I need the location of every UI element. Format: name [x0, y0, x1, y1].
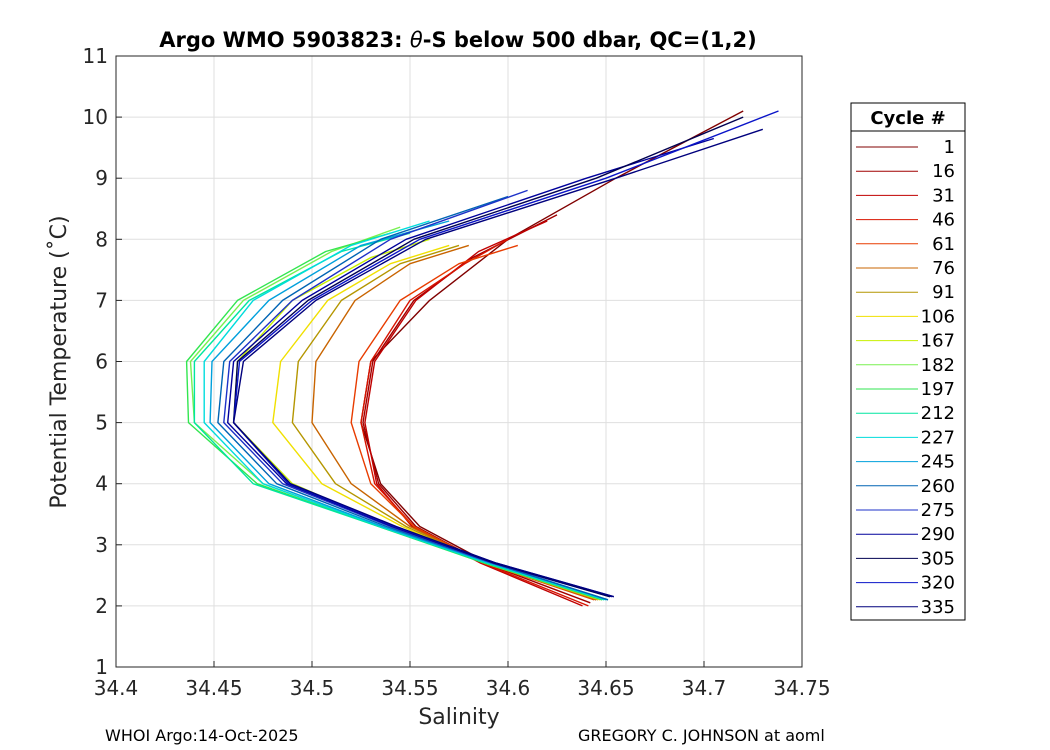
y-tick-label: 1	[95, 655, 108, 679]
x-axis-title: Salinity	[418, 705, 499, 730]
y-axis-title: Potential Temperature (˚C)	[47, 215, 72, 508]
series-lines	[185, 110, 779, 607]
y-tick-label: 3	[95, 533, 108, 557]
legend-label-cycle-76: 76	[932, 258, 955, 279]
y-tick-label: 5	[95, 411, 108, 435]
x-tick-label: 34.5	[290, 676, 335, 700]
y-tick-label: 9	[95, 166, 108, 190]
chart-title: Argo WMO 5903823: θ-S below 500 dbar, QC…	[159, 28, 756, 52]
x-tick-label: 34.7	[682, 676, 727, 700]
legend-entries: 1 16 31 46 61 76 91 106 167 182 197 212 227 245 260 275…	[856, 137, 955, 618]
y-tick-label: 7	[95, 288, 108, 312]
x-tick-label: 34.45	[185, 676, 242, 700]
legend-label-cycle-31: 31	[932, 185, 955, 206]
legend-label-cycle-16: 16	[932, 161, 955, 182]
y-tick-label: 10	[83, 105, 108, 129]
x-tick-label: 34.6	[486, 676, 531, 700]
grid	[116, 56, 802, 667]
legend: Cycle # 1 16 31 46 61 76 91 106 167 182 197 212 227 2…	[850, 102, 966, 621]
legend-label-cycle-106: 106	[921, 306, 955, 327]
legend-label-cycle-167: 167	[921, 331, 955, 352]
ticks: 34.4 34.45 34.5 34.55 34.6 34.65 34.7 34.75 1 2 3 4…	[83, 44, 831, 700]
y-tick-label: 6	[95, 350, 108, 374]
chart-title-prefix: Argo WMO 5903823:	[159, 28, 410, 52]
x-tick-label: 34.55	[381, 676, 438, 700]
series-line-cycle-245	[209, 220, 609, 601]
y-tick-label: 2	[95, 594, 108, 618]
legend-label-cycle-61: 61	[932, 234, 955, 255]
legend-label-cycle-245: 245	[921, 452, 955, 473]
legend-label-cycle-275: 275	[921, 500, 955, 521]
footer-left: WHOI Argo:14-Oct-2025	[105, 726, 299, 745]
x-tick-label: 34.65	[577, 676, 634, 700]
legend-label-cycle-320: 320	[921, 573, 955, 594]
legend-label-cycle-260: 260	[921, 476, 955, 497]
chart-title-suffix: -S below 500 dbar, QC=(1,2)	[423, 28, 757, 52]
legend-label-cycle-305: 305	[921, 548, 955, 569]
footer-right: GREGORY C. JOHNSON at aoml	[578, 726, 825, 745]
chart-title-theta: θ	[410, 28, 423, 52]
series-line-cycle-335	[232, 128, 764, 598]
y-tick-label: 8	[95, 227, 108, 251]
legend-label-cycle-91: 91	[932, 282, 955, 303]
legend-label-cycle-182: 182	[921, 355, 955, 376]
legend-label-cycle-197: 197	[921, 379, 955, 400]
legend-label-cycle-227: 227	[921, 427, 955, 448]
legend-label-cycle-290: 290	[921, 524, 955, 545]
legend-label-cycle-335: 335	[921, 597, 955, 618]
y-tick-label: 11	[83, 44, 108, 68]
legend-label-cycle-46: 46	[932, 210, 955, 231]
legend-label-cycle-212: 212	[921, 403, 955, 424]
legend-title: Cycle #	[870, 108, 945, 129]
x-tick-label: 34.4	[94, 676, 139, 700]
legend-label-cycle-1: 1	[944, 137, 955, 158]
y-tick-label: 4	[95, 472, 108, 496]
x-tick-label: 34.75	[773, 676, 830, 700]
